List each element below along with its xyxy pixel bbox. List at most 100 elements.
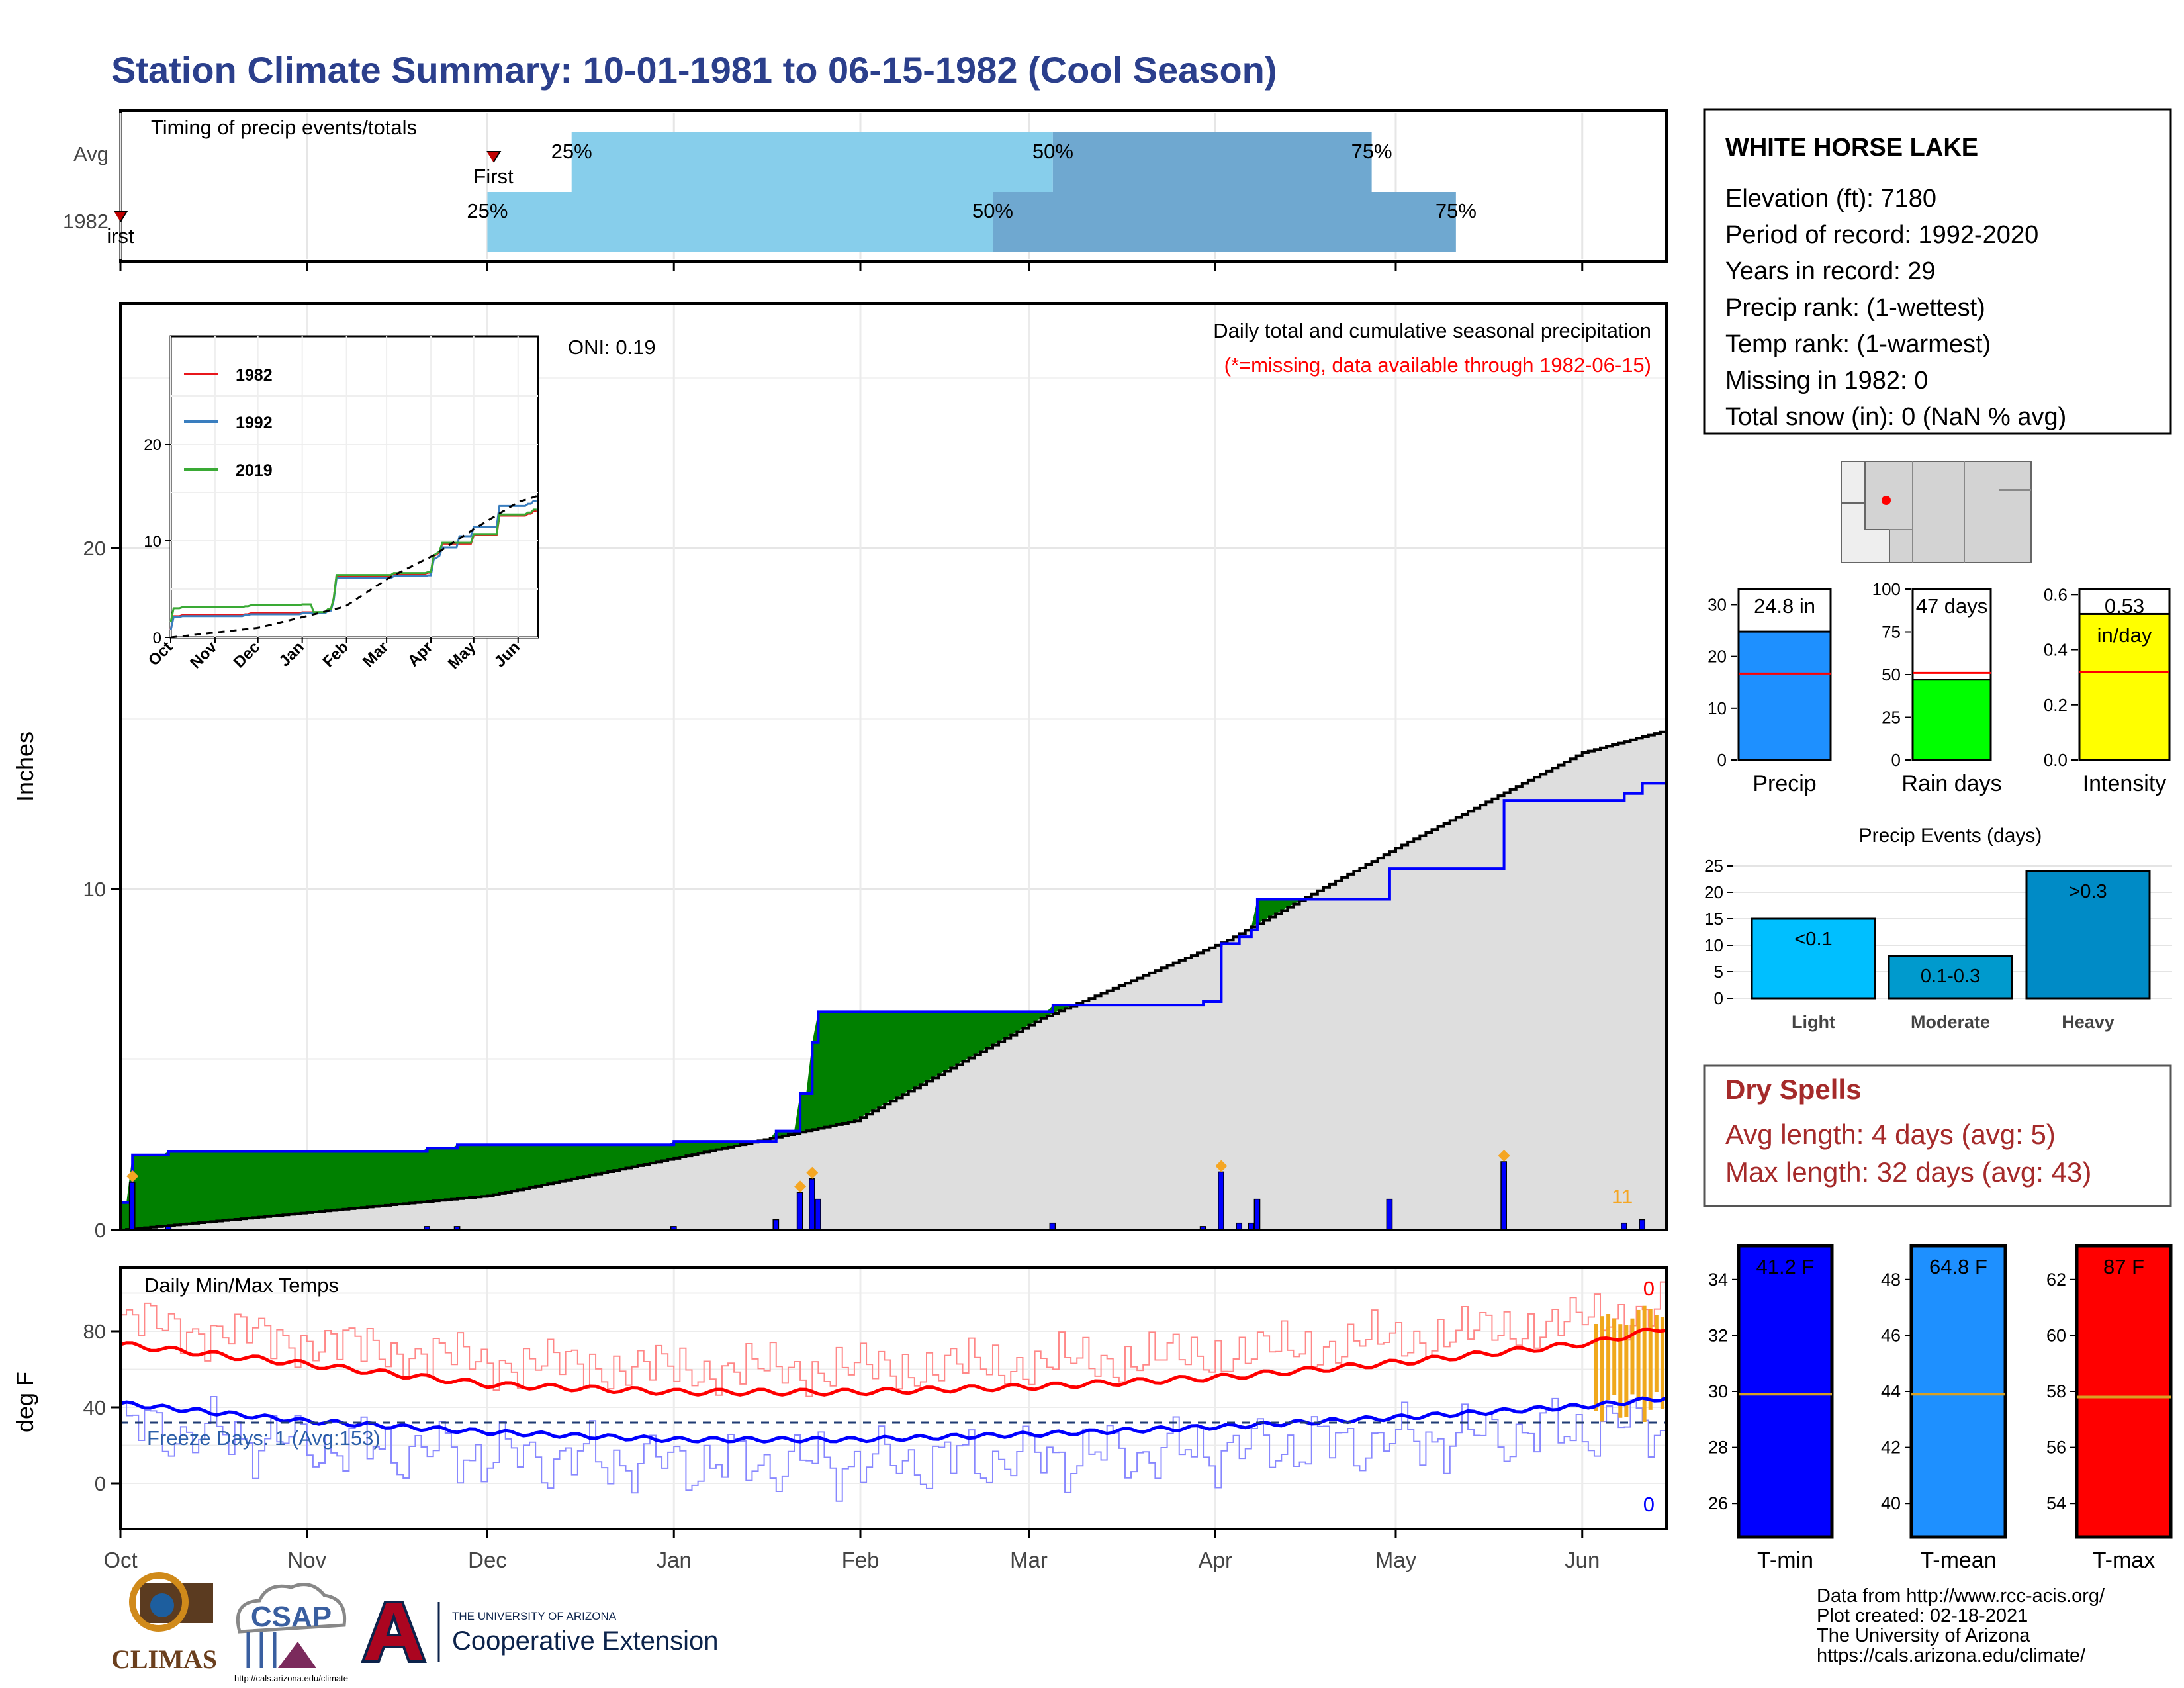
- ua-big-text: Cooperative Extension: [452, 1626, 718, 1656]
- temp-bar-tick-0-2: 30: [1708, 1382, 1728, 1401]
- station-name: WHITE HORSE LAKE: [1725, 134, 1978, 162]
- timing-label-25-1: 25%: [467, 199, 508, 222]
- month-tick-Jun: Jun: [1565, 1548, 1600, 1572]
- daily-precip-bar: [1500, 1161, 1507, 1231]
- footer-logos: CLIMAS CSAP http://cals.arizona.edu/clim…: [111, 1572, 718, 1683]
- temp-panel-frame: [119, 1266, 1668, 1530]
- csap-logo: CSAP http://cals.arizona.edu/climate: [234, 1583, 348, 1683]
- event-category-0: Light: [1792, 1012, 1835, 1032]
- mini-bar-1: [1911, 679, 1992, 761]
- precip-ytick-20: 20: [83, 537, 106, 560]
- temp-bar-tick-1-4: 48: [1881, 1270, 1901, 1289]
- mini-tick-0-3: 30: [1707, 594, 1727, 614]
- inset-legend-2019: 2019: [236, 461, 273, 480]
- dry-spells-avg: Avg length: 4 days (avg: 5): [1725, 1119, 2056, 1150]
- temp-title: Daily Min/Max Temps: [144, 1274, 339, 1297]
- precip-events-chart: Precip Events (days) 0 5 10 15 20 25 <0.1 Light…: [1704, 825, 2172, 1032]
- mini-tick-0-2: 20: [1707, 647, 1727, 667]
- dry-spells-max: Max length: 32 days (avg: 43): [1725, 1156, 2091, 1188]
- month-tick-Jan: Jan: [657, 1548, 692, 1572]
- events-ytick-5: 25: [1704, 856, 1723, 876]
- mini-tick-2-2: 0.4: [2044, 640, 2068, 660]
- avg-cumulative-line: [120, 730, 1668, 1231]
- temp-bar-1: [1909, 1244, 2007, 1539]
- first-marker-icon: [486, 151, 502, 163]
- daily-min-temp-line: [120, 1395, 1667, 1502]
- temp-bar-value-1: 64.8 F: [1929, 1255, 1987, 1278]
- inset-line-1992: [169, 499, 537, 631]
- climas-logo: CLIMAS: [111, 1572, 217, 1674]
- temp-bar-tick-2-3: 60: [2046, 1325, 2066, 1345]
- mini-bar-value-1: 47 days: [1916, 594, 1988, 618]
- ua-a-icon: [361, 1601, 427, 1663]
- temp-anomaly-bar: [1612, 1318, 1617, 1395]
- temp-anomaly-bar: [1648, 1309, 1653, 1410]
- timing-label-50-0: 50%: [1032, 140, 1073, 163]
- mini-bar-2: [2078, 612, 2171, 761]
- heavy-day-marker-icon: [806, 1166, 819, 1179]
- event-bar-label-2: >0.3: [2069, 881, 2107, 902]
- temp-ytick-40: 40: [83, 1396, 106, 1419]
- events-title: Precip Events (days): [1859, 825, 2042, 847]
- data-credits: Data from http://www.rcc-acis.org/ Plot …: [1817, 1585, 2105, 1666]
- month-tick-Feb: Feb: [842, 1548, 880, 1572]
- inset-legend-1992: 1992: [236, 414, 273, 432]
- timing-title: Timing of precip events/totals: [151, 116, 417, 139]
- temp-bar-tick-0-1: 28: [1708, 1438, 1728, 1458]
- station-line-elevation: Elevation (ft): 7180: [1725, 185, 1936, 212]
- mini-bar-0: [1737, 630, 1832, 761]
- first-marker-icon: [114, 211, 128, 222]
- temp-anomaly-bar: [1660, 1317, 1664, 1409]
- timing-row-label-avg: Avg: [73, 142, 109, 165]
- events-ytick-2: 10: [1704, 935, 1723, 955]
- mini-tick-1-1: 25: [1882, 708, 1901, 727]
- temp-bar-label-0: T-min: [1757, 1548, 1813, 1573]
- observed-excess-area: [120, 730, 1666, 1230]
- precip-count-label: 11: [1612, 1185, 1633, 1208]
- daily-precip-bar: [1639, 1219, 1646, 1231]
- temp-anomaly-bar: [1624, 1325, 1629, 1417]
- temp-anomaly-bar: [1594, 1324, 1598, 1411]
- temp-ytick-0: 0: [95, 1472, 106, 1495]
- precip-caption: Daily total and cumulative seasonal prec…: [1213, 319, 1651, 342]
- temp-bar-label-2: T-max: [2093, 1548, 2155, 1573]
- precip-y-label: Inches: [11, 731, 38, 802]
- locator-map: [1841, 461, 2032, 563]
- timing-bar-50-75-0: [1052, 132, 1372, 192]
- temp-anomaly-bar: [1606, 1314, 1611, 1401]
- credit-line-1: Data from http://www.rcc-acis.org/: [1817, 1585, 2105, 1607]
- avg-max-temp-line: [120, 1327, 1667, 1397]
- inset-avg-line: [170, 495, 537, 639]
- mini-bar-label-0: Precip: [1752, 771, 1816, 796]
- heavy-day-marker-icon: [794, 1180, 807, 1193]
- credit-line-2: Plot created: 02-18-2021: [1817, 1605, 2028, 1626]
- temp-bar-tick-1-2: 44: [1881, 1382, 1901, 1401]
- timing-bar-25-50-1: [487, 192, 993, 252]
- events-ytick-4: 20: [1704, 882, 1723, 902]
- mini-tick-2-0: 0.0: [2044, 750, 2068, 770]
- temp-anomaly-bar: [1636, 1309, 1641, 1401]
- mini-tick-0-0: 0: [1717, 750, 1727, 770]
- timing-bar-25-50-0: [571, 132, 1053, 192]
- avg-cumulative-area: [120, 730, 1666, 1230]
- mini-tick-1-3: 75: [1882, 622, 1901, 642]
- station-location-marker: [1882, 496, 1891, 505]
- timing-row-label-1982: 1982: [63, 210, 109, 233]
- heavy-day-marker-icon: [1498, 1150, 1510, 1162]
- daily-precip-bar: [128, 1182, 136, 1231]
- timing-label-25-0: 25%: [551, 140, 592, 163]
- heavy-day-marker-icon: [1215, 1160, 1228, 1172]
- timing-first-label-0: First: [473, 165, 514, 188]
- daily-max-temp-line: [120, 1281, 1667, 1397]
- events-ytick-1: 5: [1714, 962, 1723, 982]
- timing-first-label-1: irst: [107, 224, 134, 248]
- inset-ytick-20: 20: [144, 436, 161, 454]
- month-tick-Mar: Mar: [1010, 1548, 1048, 1572]
- heavy-day-marker-icon: [126, 1170, 139, 1182]
- temp-bar-tick-1-1: 42: [1881, 1438, 1901, 1458]
- event-bar-moderate: [1888, 955, 2013, 1000]
- temp-bar-tick-1-0: 40: [1881, 1493, 1901, 1513]
- page-title: Station Climate Summary: 10-01-1981 to 0…: [111, 49, 1277, 91]
- csap-url: http://cals.arizona.edu/climate: [234, 1673, 348, 1683]
